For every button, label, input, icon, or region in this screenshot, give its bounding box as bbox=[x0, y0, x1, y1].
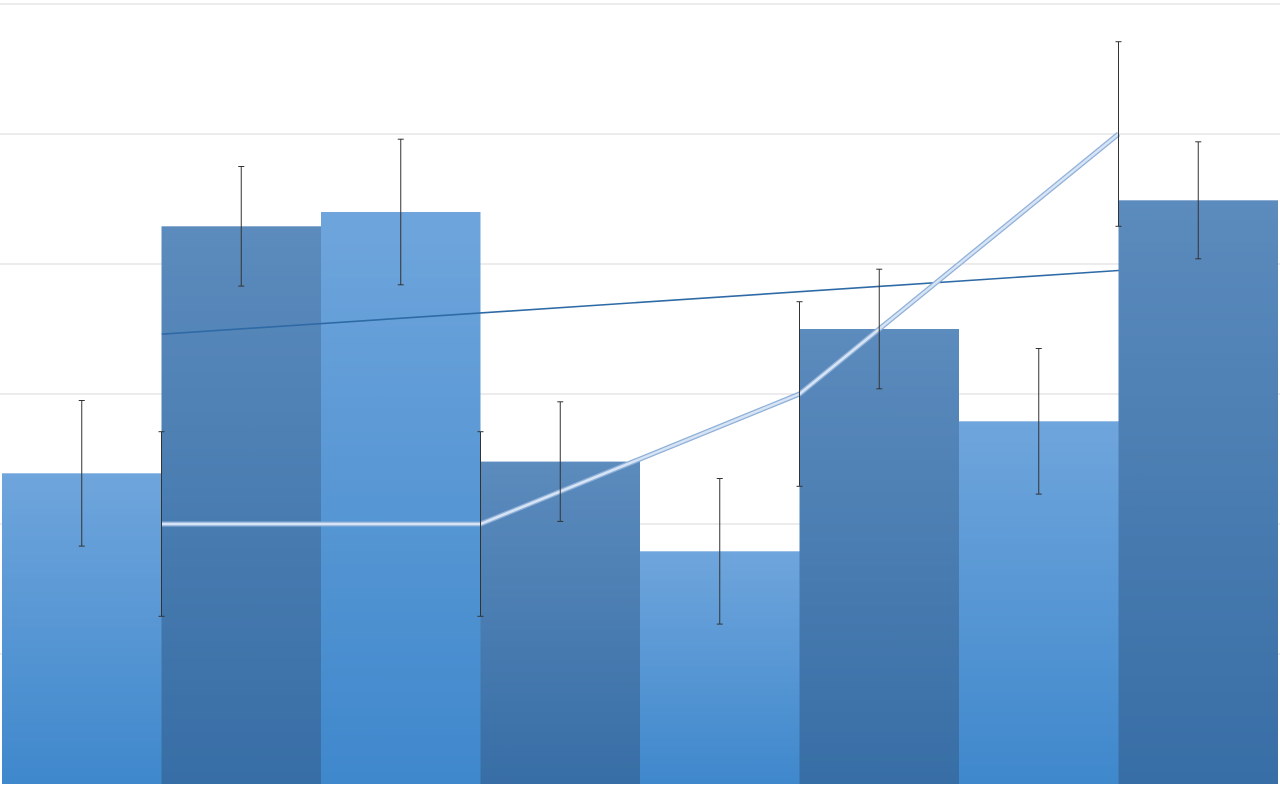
trendline-path bbox=[161, 269, 1119, 335]
line-path bbox=[161, 133, 1120, 526]
error-bars bbox=[78, 41, 1202, 625]
trendline bbox=[161, 269, 1119, 335]
bar-3 bbox=[321, 212, 481, 784]
bar-8 bbox=[1118, 200, 1278, 785]
bar-6 bbox=[799, 329, 959, 784]
line-series bbox=[161, 132, 1121, 527]
bar-series bbox=[2, 200, 1278, 785]
bar-2 bbox=[161, 226, 321, 785]
